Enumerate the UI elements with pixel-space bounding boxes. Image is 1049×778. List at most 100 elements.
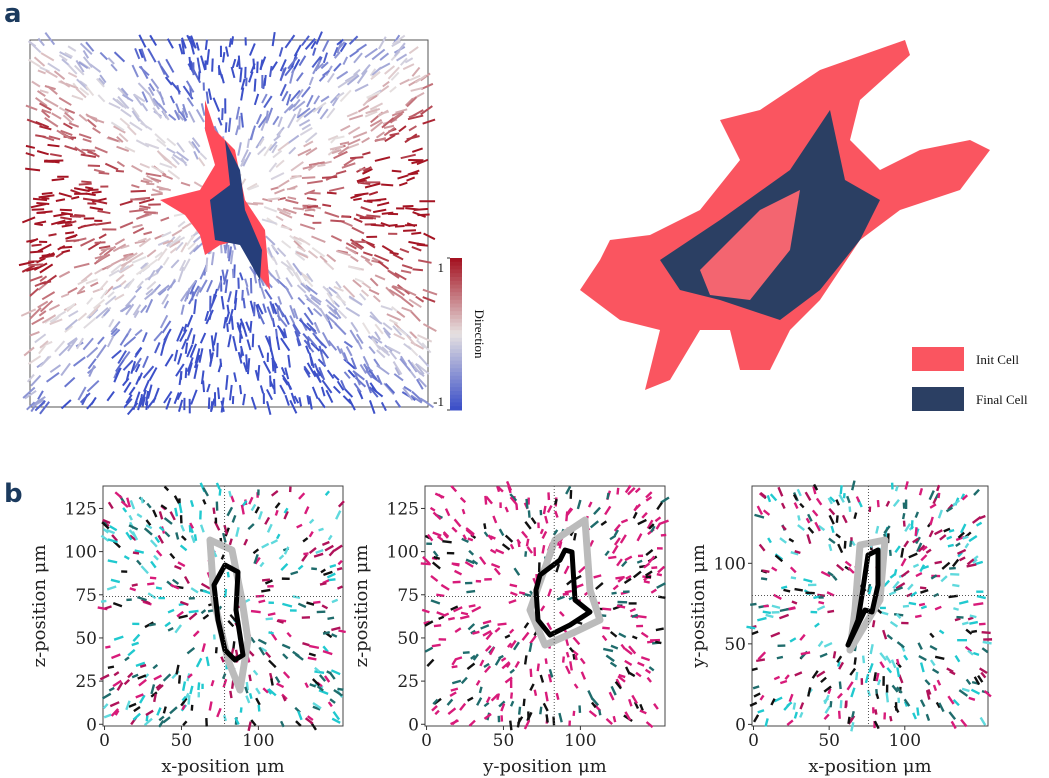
field-vector <box>867 583 872 593</box>
field-vector <box>508 628 515 634</box>
field-vector <box>767 537 772 544</box>
field-vector <box>41 253 56 257</box>
field-vector <box>422 118 436 125</box>
field-vector <box>131 164 143 173</box>
field-vector <box>928 530 934 538</box>
field-vector <box>253 93 260 106</box>
field-vector <box>282 695 287 702</box>
field-vector <box>158 715 165 722</box>
field-vector <box>786 719 794 726</box>
field-vector <box>757 651 767 661</box>
field-vector <box>374 323 384 335</box>
field-vector <box>977 674 984 683</box>
field-vector <box>932 498 937 505</box>
field-vector <box>484 495 488 505</box>
field-vector <box>939 534 947 541</box>
field-vector <box>762 610 772 615</box>
field-vector <box>151 165 165 174</box>
field-vector <box>764 718 769 727</box>
field-vector <box>279 59 287 72</box>
field-vector <box>38 194 55 199</box>
field-vector <box>34 399 46 412</box>
field-vector <box>230 36 235 45</box>
field-vector <box>289 68 295 84</box>
field-vector <box>360 63 371 76</box>
field-vector <box>315 31 323 45</box>
field-vector <box>605 654 615 663</box>
field-vector <box>207 397 211 410</box>
field-vector <box>161 173 173 180</box>
field-vector <box>233 297 238 311</box>
field-vector <box>392 34 406 45</box>
field-vector <box>828 537 836 545</box>
field-vector <box>558 712 563 723</box>
field-vector <box>302 332 311 342</box>
field-vector <box>620 518 629 524</box>
field-vector <box>68 310 79 318</box>
field-vector <box>268 162 278 173</box>
field-vector <box>95 344 107 359</box>
field-vector <box>497 486 504 493</box>
field-vector <box>106 585 117 591</box>
field-vector <box>644 668 652 674</box>
field-vector <box>152 509 158 518</box>
field-vector <box>797 524 806 532</box>
colorbar-step <box>450 375 462 381</box>
field-vector <box>572 636 581 646</box>
field-vector <box>230 66 236 79</box>
field-vector <box>399 57 408 66</box>
field-vector <box>886 667 893 674</box>
field-vector <box>631 635 638 640</box>
field-vector <box>975 521 983 527</box>
field-vector <box>573 532 577 541</box>
field-vector <box>837 710 841 719</box>
field-vector <box>235 106 241 120</box>
field-vector <box>335 510 342 520</box>
field-vector <box>284 367 290 380</box>
field-vector <box>489 548 497 554</box>
field-vector <box>49 364 62 373</box>
field-vector <box>269 65 273 78</box>
field-vector <box>254 556 261 565</box>
field-vector <box>882 629 888 640</box>
field-vector <box>64 51 73 58</box>
field-vector <box>408 46 419 55</box>
field-vector <box>392 110 405 120</box>
field-vector <box>283 546 290 555</box>
field-vector <box>308 395 313 410</box>
field-vector <box>509 720 513 731</box>
field-vector <box>388 350 398 360</box>
field-vector <box>333 62 342 72</box>
field-vector <box>321 604 329 610</box>
field-vector <box>916 542 923 553</box>
field-vector <box>187 242 196 251</box>
field-vector <box>645 491 653 499</box>
field-vector <box>193 364 199 380</box>
field-vector <box>41 108 52 114</box>
field-vector <box>492 515 498 524</box>
colorbar-step <box>450 326 462 331</box>
field-vector <box>241 500 248 507</box>
field-vector <box>349 238 365 249</box>
field-vector <box>405 97 414 107</box>
field-vector <box>138 237 152 248</box>
field-vector <box>468 719 476 727</box>
field-vector <box>632 570 642 579</box>
field-vector <box>311 567 317 571</box>
y-axis-label: z-position μm <box>29 545 50 668</box>
colorbar-step <box>450 356 462 362</box>
field-vector <box>604 505 612 516</box>
field-vector <box>180 291 189 302</box>
field-vector <box>283 103 294 114</box>
field-vector <box>270 244 278 252</box>
field-vector <box>823 642 833 648</box>
field-vector <box>125 394 133 404</box>
field-vector <box>791 600 798 605</box>
field-vector <box>625 574 632 580</box>
field-vector <box>222 678 228 688</box>
field-vector <box>114 491 123 499</box>
field-vector <box>836 563 845 572</box>
field-vector <box>27 355 42 365</box>
field-vector <box>330 669 341 676</box>
field-vector <box>983 690 992 698</box>
